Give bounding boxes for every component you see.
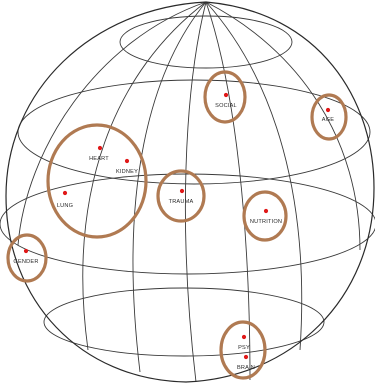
group-neuro: PSY BRAIN: [219, 320, 267, 380]
highlight-ring: [219, 320, 267, 380]
highlight-ring: [46, 123, 148, 239]
data-point-heart: [97, 145, 103, 151]
data-point-kidney: [124, 158, 130, 164]
group-age: AGE: [310, 93, 348, 141]
point-label-psy: PSY: [238, 345, 250, 351]
data-point-lung: [62, 190, 68, 196]
point-label-nutrition: NUTRITION: [250, 219, 282, 225]
highlight-ring: [6, 233, 48, 283]
data-point-social: [223, 92, 229, 98]
meridian-line: [82, 1, 207, 351]
meridian-line: [17, 1, 207, 246]
group-nutrition: NUTRITION: [242, 190, 288, 242]
meridian-line: [205, 1, 251, 381]
group-trauma: TRAUMA: [156, 169, 206, 223]
data-point-age: [325, 107, 331, 113]
highlight-ring: [203, 70, 247, 124]
group-social: SOCIAL: [203, 70, 247, 124]
point-label-age: AGE: [322, 117, 334, 123]
highlight-ring: [242, 190, 288, 242]
latitude-ring: [119, 15, 293, 69]
globe-outline: [5, 1, 375, 383]
data-point-gender: [23, 248, 29, 254]
meridian-line: [205, 1, 303, 351]
highlight-ring: [310, 93, 348, 141]
point-label-brain: BRAIN: [237, 365, 255, 371]
latitude-ring: [0, 173, 375, 275]
point-label-gender: GENDER: [13, 259, 38, 265]
data-point-brain: [243, 354, 249, 360]
highlight-ring: [156, 169, 206, 223]
data-point-trauma: [179, 188, 185, 194]
group-gender: GENDER: [6, 233, 48, 283]
point-label-kidney: KIDNEY: [116, 169, 138, 175]
latitude-ring: [43, 287, 325, 357]
point-label-heart: HEART: [89, 156, 109, 162]
meridian-line: [205, 1, 361, 251]
data-point-nutrition: [263, 208, 269, 214]
latitude-ring: [17, 79, 371, 185]
meridian-line: [132, 1, 207, 373]
data-point-psy: [241, 334, 247, 340]
group-cardio: HEART KIDNEY LUNG: [46, 123, 148, 239]
point-label-trauma: TRAUMA: [169, 199, 194, 205]
point-label-lung: LUNG: [57, 203, 73, 209]
point-label-social: SOCIAL: [215, 103, 237, 109]
meridian-line: [184, 1, 207, 383]
